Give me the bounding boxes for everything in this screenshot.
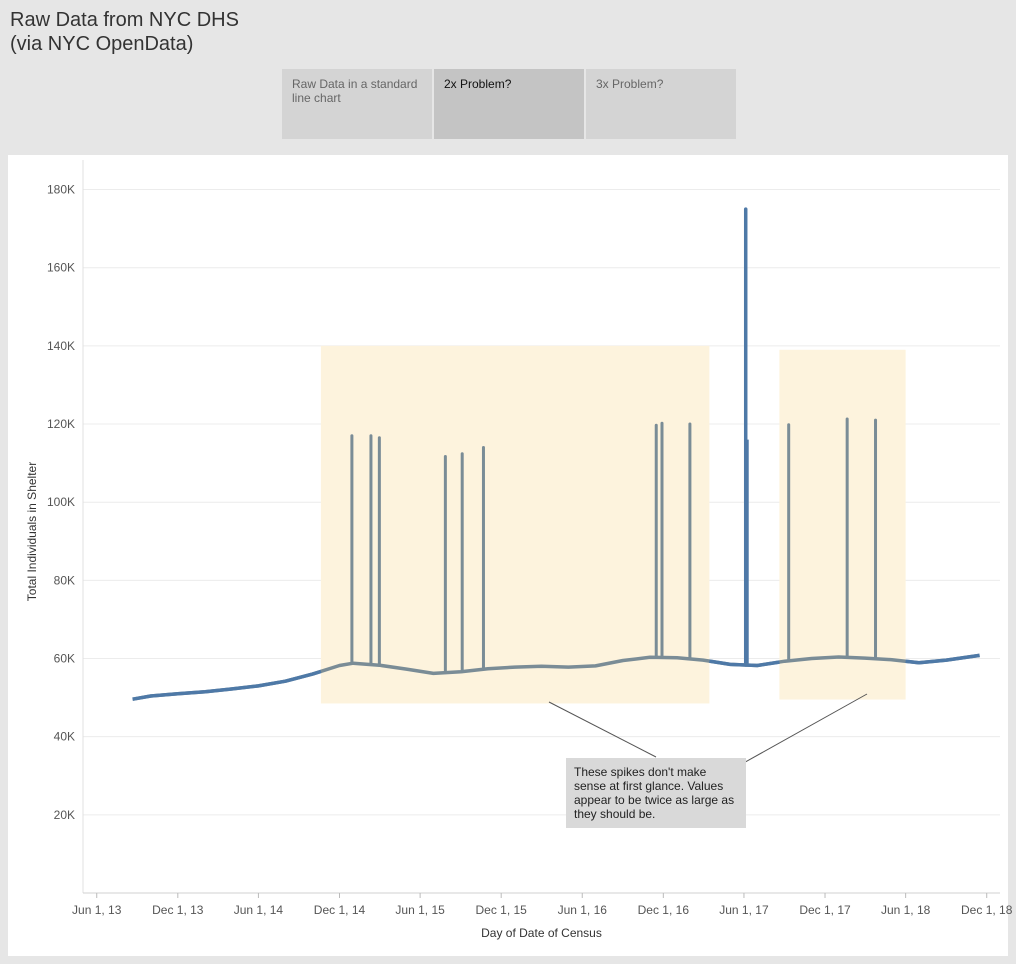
x-tick-label: Jun 1, 18 xyxy=(881,903,931,917)
y-tick-label: 180K xyxy=(47,183,75,197)
x-tick-label: Dec 1, 17 xyxy=(799,903,851,917)
y-tick-label: 80K xyxy=(54,573,75,587)
y-tick-label: 100K xyxy=(47,495,75,509)
y-tick-label: 60K xyxy=(54,652,75,666)
annotation-leader xyxy=(548,701,657,758)
y-axis-title: Total Individuals in Shelter xyxy=(25,462,39,601)
page-title-line2: (via NYC OpenData) xyxy=(10,33,194,55)
y-tick-label: 20K xyxy=(54,808,75,822)
highlight-region-1 xyxy=(320,345,710,704)
x-tick-label: Dec 1, 16 xyxy=(638,903,690,917)
x-tick-label: Jun 1, 16 xyxy=(558,903,608,917)
page-title-line1: Raw Data from NYC DHS xyxy=(10,9,239,31)
x-tick-label: Dec 1, 14 xyxy=(314,903,366,917)
x-tick-label: Jun 1, 15 xyxy=(395,903,445,917)
series-line-segment xyxy=(132,669,322,701)
series-line-segment xyxy=(709,659,780,668)
y-tick-label: 120K xyxy=(47,417,75,431)
x-tick-label: Dec 1, 13 xyxy=(152,903,204,917)
series-line-segment xyxy=(905,653,980,665)
x-tick-label: Jun 1, 14 xyxy=(234,903,284,917)
tab-raw-data[interactable]: Raw Data in a standard line chart xyxy=(282,69,432,139)
annotation-leader xyxy=(730,693,868,771)
x-tick-label: Dec 1, 15 xyxy=(475,903,527,917)
annotation-box: These spikes don't make sense at first g… xyxy=(566,758,746,828)
y-tick-label: 160K xyxy=(47,261,75,275)
page-title: Raw Data from NYC DHS (via NYC OpenData) xyxy=(10,8,239,56)
y-tick-label: 40K xyxy=(54,730,75,744)
highlight-region-2 xyxy=(779,349,906,700)
tab-2x-problem[interactable]: 2x Problem? xyxy=(434,69,584,139)
story-tabs: Raw Data in a standard line chart 2x Pro… xyxy=(282,69,738,139)
x-tick-label: Dec 1, 18 xyxy=(961,903,1013,917)
x-tick-label: Jun 1, 13 xyxy=(72,903,122,917)
x-tick-label: Jun 1, 17 xyxy=(719,903,769,917)
tab-3x-problem[interactable]: 3x Problem? xyxy=(586,69,736,139)
x-axis-title: Day of Date of Census xyxy=(481,926,602,940)
y-tick-label: 140K xyxy=(47,339,75,353)
